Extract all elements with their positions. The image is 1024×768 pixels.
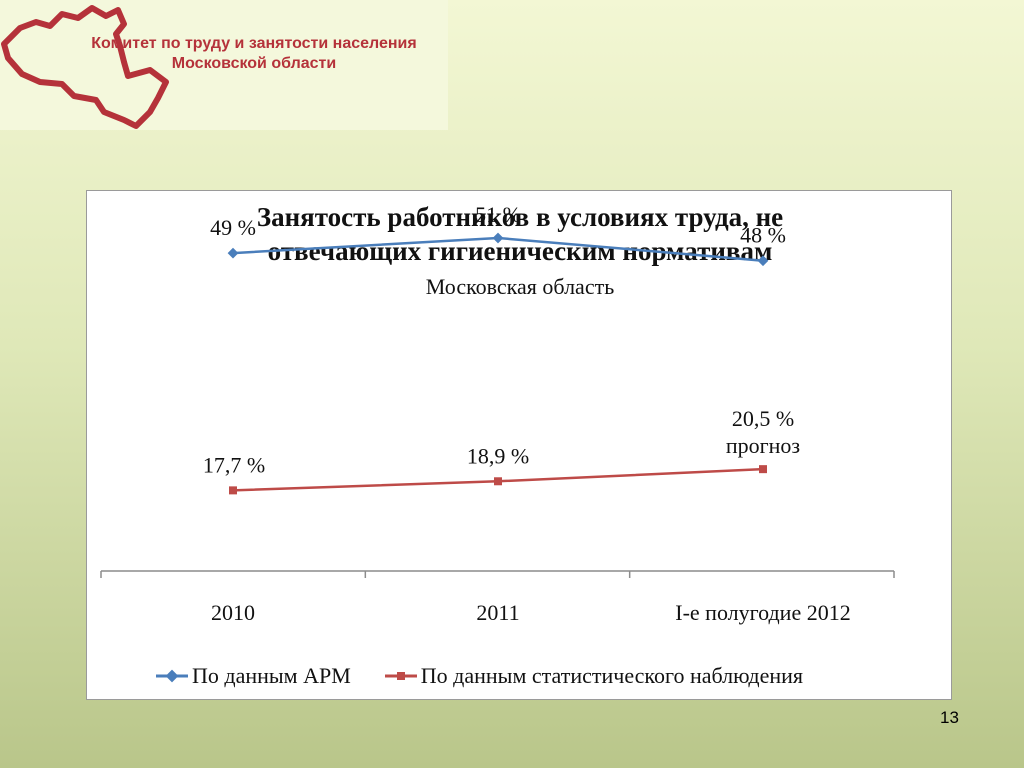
data-label: 20,5 % — [732, 406, 794, 431]
chart-panel — [86, 190, 952, 700]
legend-label-arm: По данным АРМ — [192, 663, 351, 688]
data-point — [759, 465, 767, 474]
data-annotation: прогноз — [726, 433, 800, 458]
header-band — [0, 0, 448, 130]
page-number: 13 — [940, 708, 959, 727]
organization-name-line2: Московской области — [171, 55, 337, 72]
data-label: 17,7 % — [203, 452, 265, 477]
data-label: 51 % — [475, 202, 521, 227]
data-point — [492, 232, 504, 244]
data-point — [757, 255, 769, 267]
chart-subtitle: Московская область — [425, 274, 615, 299]
data-point — [227, 247, 239, 259]
data-label: 48 % — [740, 223, 786, 248]
x-tick-label: I-е полугодие 2012 — [675, 600, 850, 625]
data-label: 18,9 % — [467, 443, 529, 468]
data-point — [229, 486, 237, 495]
organization-name-line1: Комитет по труду и занятости населения — [91, 35, 417, 52]
legend-item-arm: По данным АРМ — [156, 663, 351, 689]
legend-key-arm — [156, 669, 188, 683]
legend-item-statistics: По данным статистического наблюдения — [384, 663, 804, 689]
x-tick-label: 2011 — [476, 600, 519, 625]
x-tick-label: 2010 — [211, 600, 255, 625]
data-label: 49 % — [210, 215, 256, 240]
legend-label-statistics: По данным статистического наблюдения — [420, 663, 804, 688]
chart-title: Занятость работников в условиях труда, н… — [0, 200, 1024, 268]
organization-name: Комитет по труду и занятости населения М… — [44, 34, 464, 74]
chart-title-line1: Занятость работников в условиях труда, н… — [256, 202, 784, 232]
chart-legend: По данным АРМ По данным статистического … — [156, 662, 837, 690]
moscow-region-outline-icon — [1, 5, 169, 129]
data-point — [494, 477, 502, 486]
legend-key-statistics — [384, 672, 417, 680]
